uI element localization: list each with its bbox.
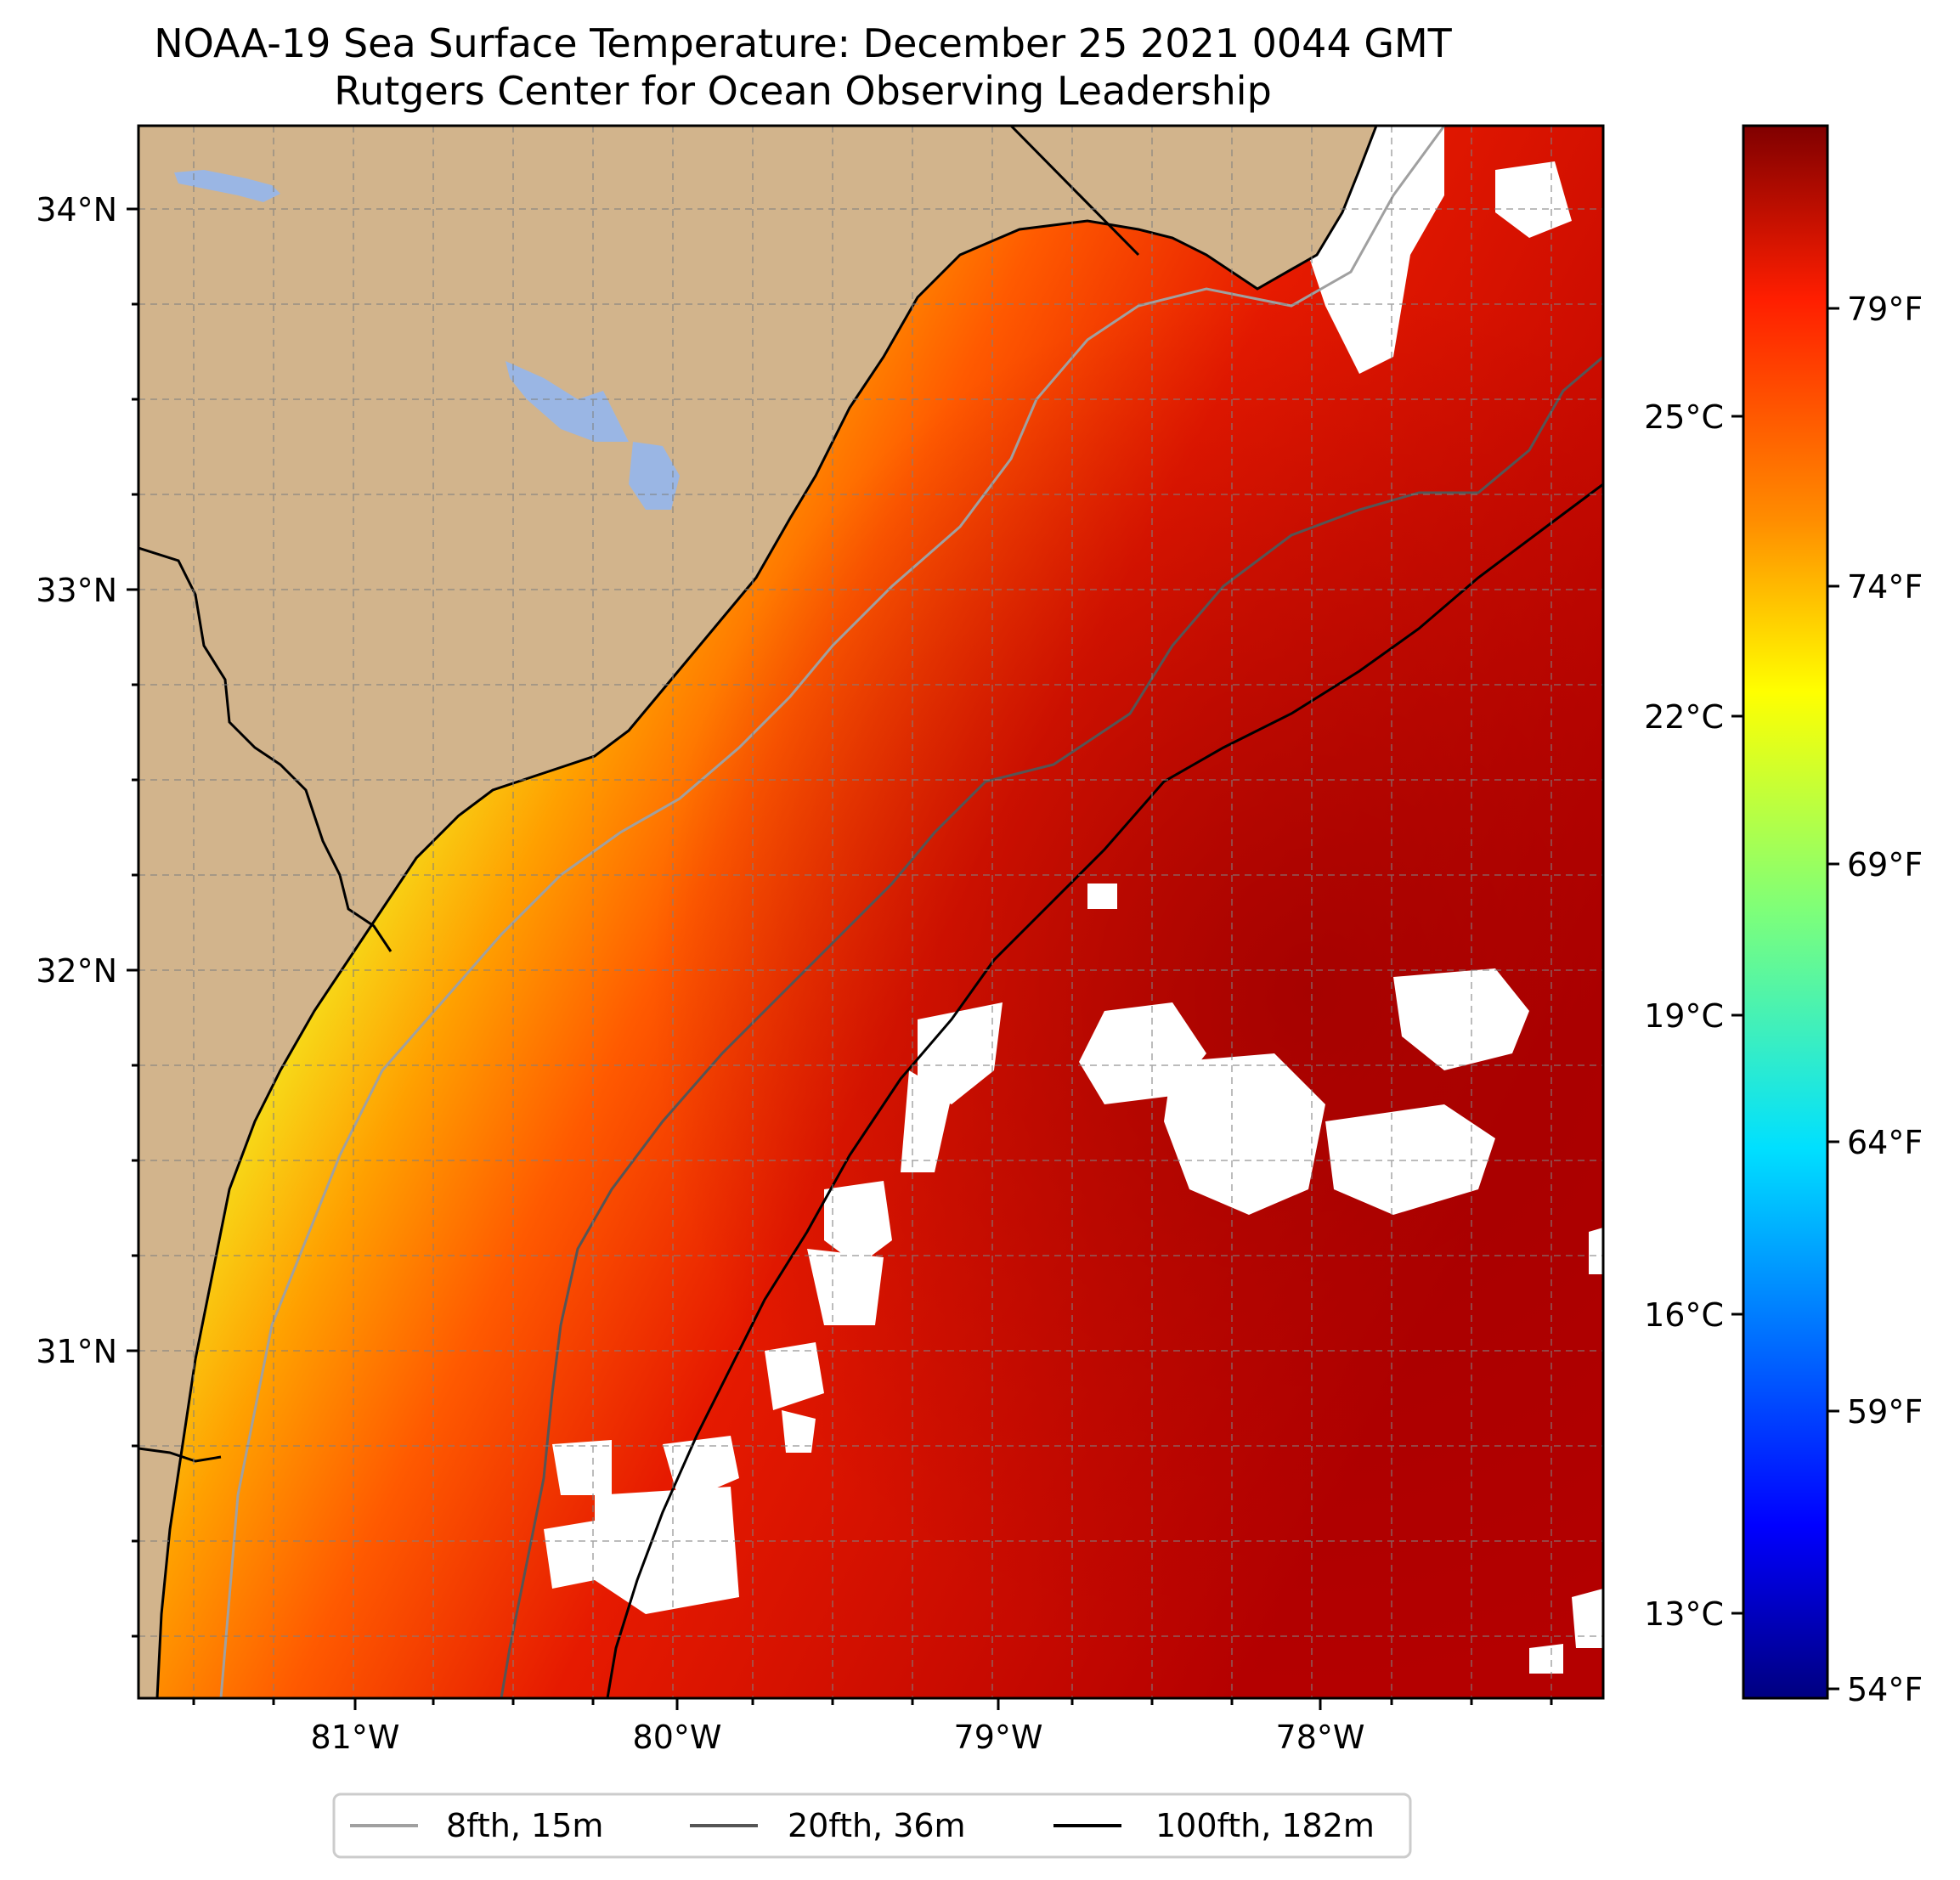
colorbar-label-25c: 25°C — [1644, 398, 1724, 436]
legend-label-20fth: 20fth, 36m — [788, 1807, 966, 1844]
map-panel — [138, 126, 1603, 1698]
colorbar-label-64f: 64°F — [1847, 1124, 1923, 1161]
lat-label-34n: 34°N — [36, 191, 117, 229]
colorbar — [1742, 124, 1829, 1700]
colorbar-label-22c: 22°C — [1644, 698, 1724, 736]
isobath-8fth — [219, 126, 1446, 1698]
legend-label-100fth: 100fth, 182m — [1155, 1807, 1375, 1844]
colorbar-label-19c: 19°C — [1644, 997, 1724, 1035]
map-frame — [137, 124, 1605, 1700]
lon-label-78w: 78°W — [1276, 1719, 1365, 1756]
colorbar-label-54f: 54°F — [1847, 1671, 1923, 1708]
legend-label-8fth: 8fth, 15m — [446, 1807, 603, 1844]
land-mass — [138, 126, 1378, 1698]
colorbar-label-16c: 16°C — [1644, 1296, 1724, 1334]
lon-label-80w: 80°W — [633, 1719, 722, 1756]
chart-subtitle: Rutgers Center for Ocean Observing Leade… — [334, 68, 1272, 114]
colorbar-label-74f: 74°F — [1847, 568, 1923, 606]
colorbar-fahrenheit-ticks — [1827, 307, 1839, 1691]
lat-label-32n: 32°N — [36, 952, 117, 990]
cloud-mask — [544, 126, 1603, 1674]
chart-title: NOAA-19 Sea Surface Temperature: Decembe… — [154, 20, 1452, 66]
lat-label-31n: 31°N — [36, 1333, 117, 1370]
colorbar-label-79f: 79°F — [1847, 291, 1923, 328]
lakes — [174, 170, 680, 510]
colorbar-label-13c: 13°C — [1644, 1595, 1724, 1633]
lat-ticks — [127, 207, 138, 1638]
legend-box — [332, 1792, 1412, 1859]
lon-ticks — [192, 1698, 1553, 1710]
lon-label-79w: 79°W — [954, 1719, 1043, 1756]
gridlines — [138, 126, 1603, 1698]
colorbar-celsius-ticks — [1731, 415, 1743, 1615]
isobath-legend: 8fth, 15m 20fth, 36m 100fth, 182m — [332, 1792, 1412, 1859]
state-borders — [138, 126, 1140, 1463]
isobath-100fth — [606, 483, 1603, 1698]
lon-label-81w: 81°W — [311, 1719, 400, 1756]
lat-label-33n: 33°N — [36, 572, 117, 609]
colorbar-label-59f: 59°F — [1847, 1393, 1923, 1431]
colorbar-label-69f: 69°F — [1847, 846, 1923, 884]
isobath-20fth — [500, 355, 1603, 1698]
